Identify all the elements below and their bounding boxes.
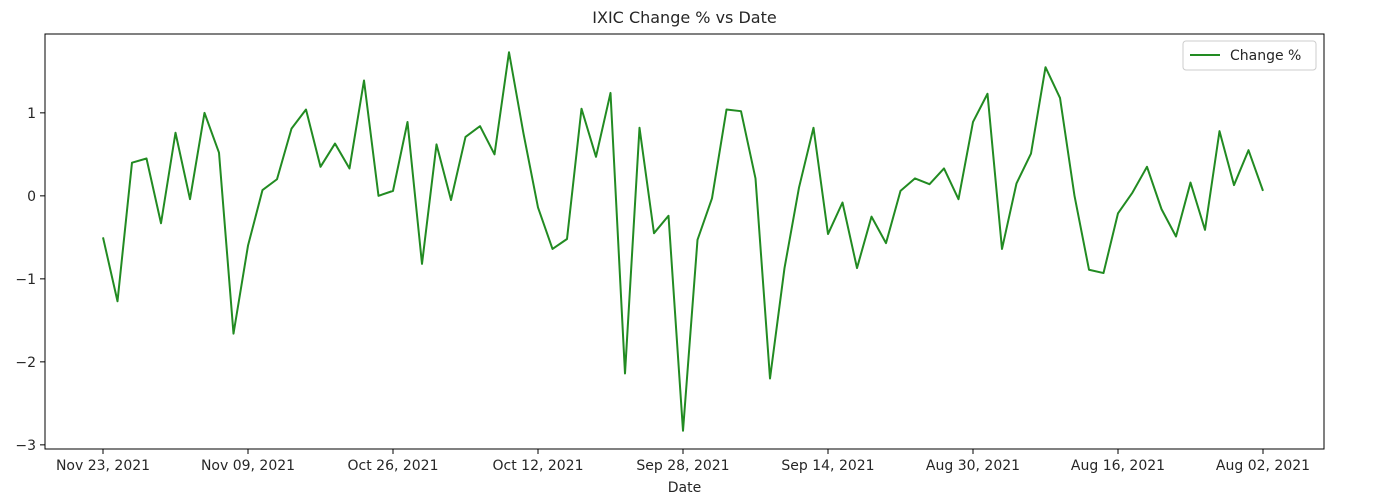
x-tick-label: Oct 26, 2021 — [348, 458, 439, 474]
y-tick-label: −3 — [15, 438, 36, 454]
legend-box — [1182, 40, 1317, 71]
y-tick-label: 1 — [27, 106, 36, 122]
x-tick-label: Oct 12, 2021 — [493, 458, 584, 474]
y-tick-label: −1 — [15, 272, 36, 288]
x-tick-label: Aug 30, 2021 — [926, 458, 1020, 474]
x-axis-title: Date — [668, 480, 701, 496]
plot-area — [44, 33, 1325, 450]
series-line-change-pct — [102, 51, 1264, 432]
x-tick-label: Aug 02, 2021 — [1216, 458, 1310, 474]
y-tick-label: 0 — [27, 189, 36, 205]
y-tick-label: −2 — [15, 355, 36, 371]
legend-label: Change % — [1230, 48, 1301, 64]
x-tick-label: Nov 09, 2021 — [201, 458, 295, 474]
x-tick-label: Sep 28, 2021 — [636, 458, 729, 474]
x-tick-label: Nov 23, 2021 — [56, 458, 150, 474]
series-layer — [102, 51, 1264, 432]
chart-title: IXIC Change % vs Date — [592, 8, 776, 27]
legend: Change % — [1182, 40, 1317, 71]
x-tick-label: Sep 14, 2021 — [781, 458, 874, 474]
y-axis: 1 0 −1 −2 −3 — [15, 106, 45, 454]
x-axis: Nov 23, 2021 Nov 09, 2021 Oct 26, 2021 Oct … — [56, 449, 1310, 474]
x-tick-label: Aug 16, 2021 — [1071, 458, 1165, 474]
